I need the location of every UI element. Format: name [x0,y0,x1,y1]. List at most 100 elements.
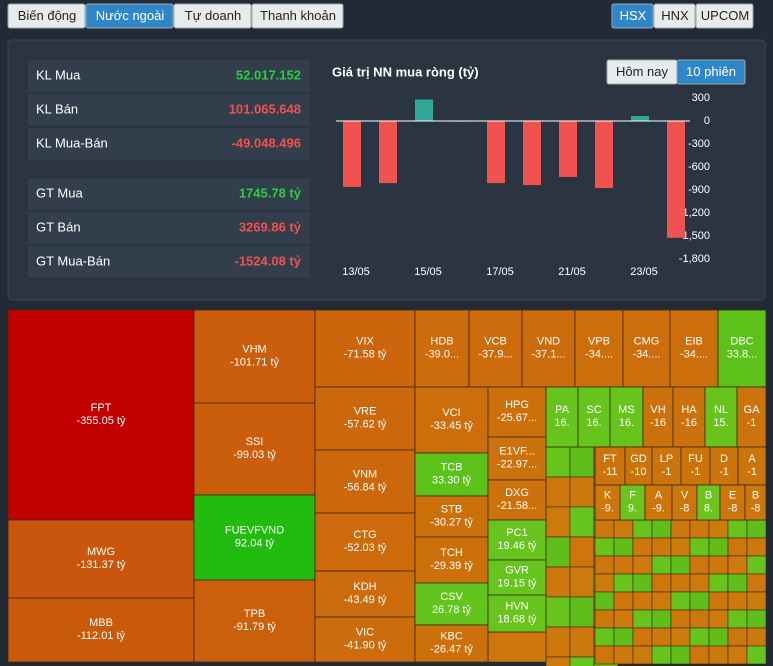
tile-value: -25.67... [497,412,537,424]
tile-symbol: FU [688,453,703,465]
tile-value: -91.79 tỷ [233,621,276,633]
tile [622,309,671,388]
tile-value: 9. [628,502,637,514]
tile-value: -37.9... [478,348,512,360]
tile-symbol: FT [603,453,617,465]
tile [670,627,691,647]
tile-value: -1 [747,417,757,429]
tile [414,582,489,626]
tile [487,594,547,633]
tile [414,452,489,497]
tile-symbol: TCB [441,461,463,473]
tile [746,627,767,647]
tile [468,309,523,388]
tile [670,555,691,575]
tile [613,645,634,665]
stat-label: GT Mua [36,185,83,200]
tile [7,309,195,521]
period-label: 10 phiên [686,64,736,79]
tile [689,519,710,539]
tab[interactable] [173,3,252,29]
tile-value: 16. [619,417,634,429]
tile-value: -37.1... [531,348,565,360]
tile [737,446,767,486]
tile-symbol: DXG [505,487,529,499]
tile [569,596,595,628]
tab[interactable] [85,3,174,29]
tile-symbol: CSV [440,591,463,603]
exchange-button[interactable] [611,3,654,29]
tile [689,573,710,593]
tile [594,645,615,665]
tile [487,479,547,521]
tile [642,386,674,448]
tile [545,506,571,538]
bar [523,121,541,186]
tile [193,579,316,663]
tile-symbol: HPG [505,399,529,411]
tile [569,446,595,478]
exchange-button[interactable] [653,3,696,29]
tile [569,536,595,568]
tile-value: -112.01 tỷ [77,630,126,642]
tile [487,436,547,481]
tile [613,537,634,557]
y-tick-label: 300 [692,92,710,104]
tile-symbol: HDB [430,335,453,347]
tile-value: -34.... [585,348,613,360]
tile-symbol: B [705,489,712,501]
tile [689,609,710,629]
tile [651,555,672,575]
exchange-label: HNX [661,8,689,23]
tile [736,386,767,448]
period-button[interactable] [676,59,746,85]
tile [651,519,672,539]
tile [594,537,615,557]
tile-value: 92.04 tỷ [235,537,275,549]
tile [594,573,615,593]
tile-symbol: V [681,489,689,501]
y-tick-label: -1,800 [679,253,710,265]
tab[interactable] [7,3,86,29]
tile [314,386,416,451]
tile [314,512,416,572]
tile-symbol: MWG [87,546,115,558]
tile [487,559,547,596]
tile [545,536,571,568]
tile-value: 33.8... [727,348,758,360]
tile [632,609,653,629]
tile [624,446,653,486]
tile [545,446,571,478]
tile [577,386,611,448]
tile [574,309,624,388]
tile [671,484,698,521]
bar [631,116,649,121]
tile-value: -355.05 tỷ [77,415,126,427]
tile [746,609,767,629]
tile [569,476,595,508]
tile [746,591,767,611]
tile [545,596,571,628]
tile-symbol: PC1 [506,527,527,539]
tile [632,537,653,557]
tile-symbol: FUEVFVND [225,524,284,536]
stat-label: KL Mua [36,67,81,82]
tile [708,609,729,629]
tile-symbol: A [655,489,663,501]
tile-value: -101.71 tỷ [230,356,279,368]
stat-value: 52.017.152 [236,67,301,82]
tile-value: -22.97... [497,458,537,470]
exchange-button[interactable] [695,3,754,29]
tile-symbol: LP [660,453,673,465]
tile-value: -30.27 tỷ [430,516,473,528]
tile-symbol: VCI [442,407,460,419]
tile [632,555,653,575]
tab[interactable] [251,3,344,29]
tile [708,591,729,611]
tile [487,631,547,663]
tile-symbol: MBB [89,617,113,629]
tile-symbol: VH [650,404,665,416]
tile-symbol: VHM [242,343,266,355]
tile [746,555,767,575]
stat-row [28,60,310,92]
